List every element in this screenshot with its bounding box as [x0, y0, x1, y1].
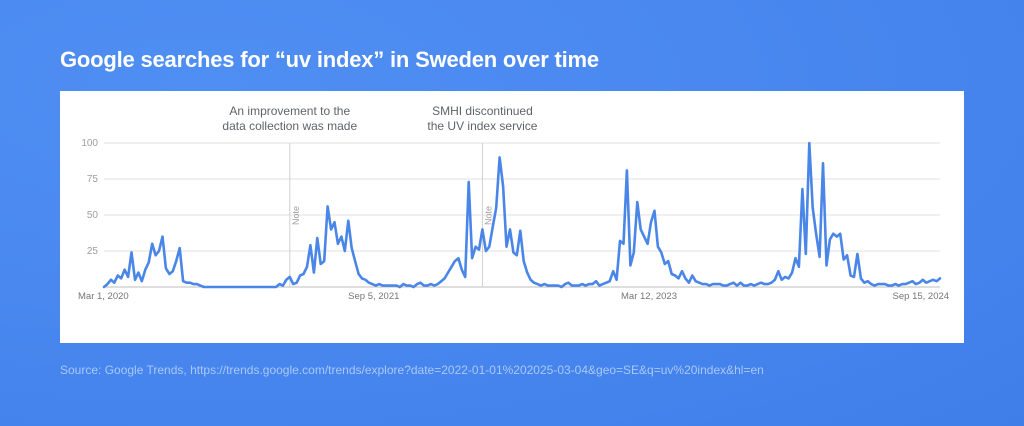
x-tick-label: Mar 1, 2020 [78, 291, 129, 302]
x-tick-label: Sep 15, 2024 [893, 291, 950, 302]
annotation-note-marker: Note [291, 206, 301, 225]
x-tick-label: Sep 5, 2021 [348, 291, 399, 302]
annotation-label: An improvement to the [229, 104, 350, 118]
source-note: Source: Google Trends, https://trends.go… [60, 363, 764, 377]
line-chart: 100 75 50 25 Mar 1, 2020 Sep 5, 2021 Mar 12, 2… [78, 104, 950, 302]
annotation-label: SMHI discontinued [432, 104, 533, 118]
annotation-label: data collection was made [222, 119, 357, 133]
y-tick-label: 25 [87, 246, 99, 257]
chart-title: Google searches for “uv index” in Sweden… [60, 47, 599, 72]
x-tick-label: Mar 12, 2023 [621, 291, 677, 302]
y-tick-label: 100 [81, 138, 98, 149]
y-tick-label: 50 [87, 210, 99, 221]
series-line [102, 141, 942, 289]
chart-card: 100 75 50 25 Mar 1, 2020 Sep 5, 2021 Mar 12, 2… [60, 91, 964, 343]
y-tick-label: 75 [87, 174, 99, 185]
annotation-note-marker: Note [483, 206, 493, 225]
annotation-label: the UV index service [427, 119, 537, 133]
